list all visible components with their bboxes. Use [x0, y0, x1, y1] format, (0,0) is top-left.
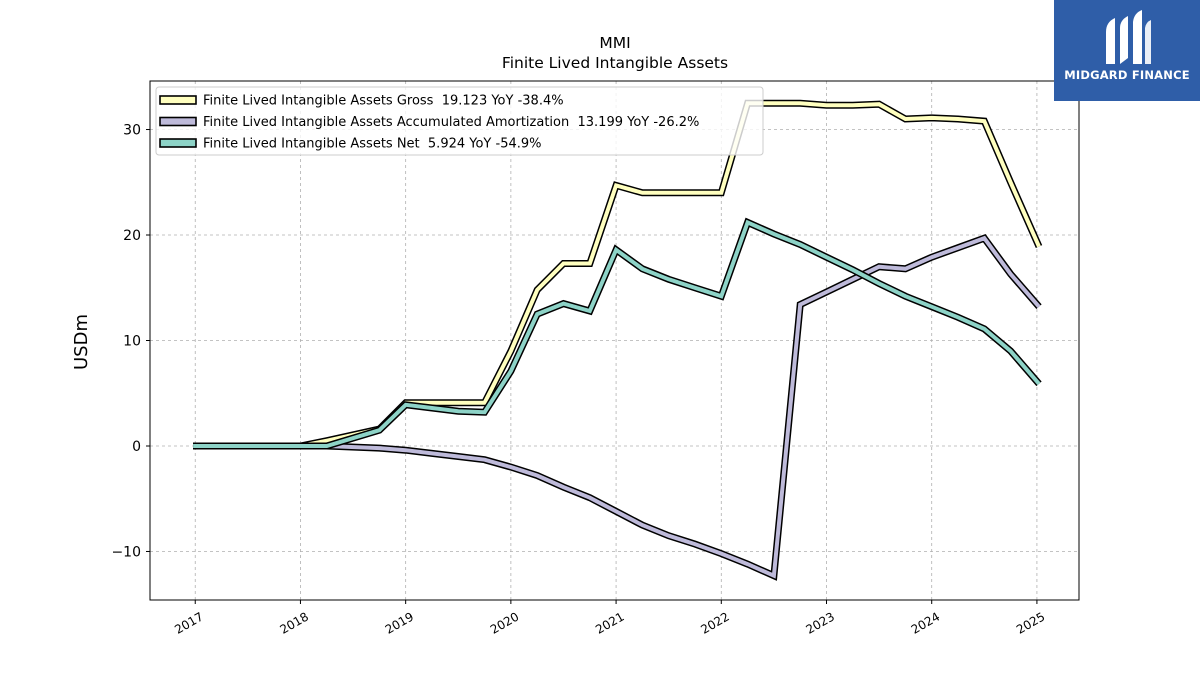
chart-title: MMI	[599, 34, 630, 52]
legend-box	[155, 86, 764, 156]
y-axis-label: USDm	[71, 314, 92, 370]
x-tick-label: 2018	[277, 609, 310, 636]
x-tick-label: 2019	[383, 609, 416, 636]
series-line-1	[193, 235, 1041, 579]
y-tick-label: 10	[123, 334, 141, 350]
x-tick-label: 2023	[804, 609, 837, 636]
x-axis-ticks: 2017 2018 2019 2020 2021 2022 2023 2024 2025	[172, 600, 1047, 637]
legend: Finite Lived Intangible Assets Gross 19.…	[155, 86, 764, 156]
x-tick-label: 2021	[593, 609, 626, 636]
y-tick-label: 0	[132, 439, 141, 455]
y-axis-ticks: −10 0 10 20 30	[111, 123, 150, 560]
legend-label: Finite Lived Intangible Assets Accumulat…	[203, 115, 699, 130]
x-tick-label: 2020	[488, 609, 521, 636]
y-tick-label: 30	[123, 123, 141, 139]
series-line-0	[193, 101, 1041, 448]
x-tick-label: 2025	[1014, 609, 1047, 636]
logo-mark-icon	[1106, 10, 1151, 64]
logo-text: MIDGARD FINANCE	[1064, 68, 1190, 82]
chart-subtitle: Finite Lived Intangible Assets	[502, 54, 728, 72]
legend-swatch	[159, 95, 197, 105]
x-tick-label: 2022	[698, 609, 731, 636]
grid	[150, 81, 1079, 600]
y-tick-label: −10	[111, 544, 141, 560]
legend-swatch	[159, 116, 197, 127]
y-tick-label: 20	[123, 228, 141, 244]
series-line-2	[193, 219, 1041, 448]
series-lines	[193, 99, 1043, 581]
legend-label: Finite Lived Intangible Assets Net 5.924…	[203, 137, 542, 152]
x-tick-label: 2024	[909, 609, 942, 636]
midgard-finance-logo: MIDGARD FINANCE	[1054, 0, 1200, 101]
legend-swatch	[159, 138, 197, 148]
x-tick-label: 2017	[172, 609, 205, 636]
legend-label: Finite Lived Intangible Assets Gross 19.…	[203, 94, 564, 109]
